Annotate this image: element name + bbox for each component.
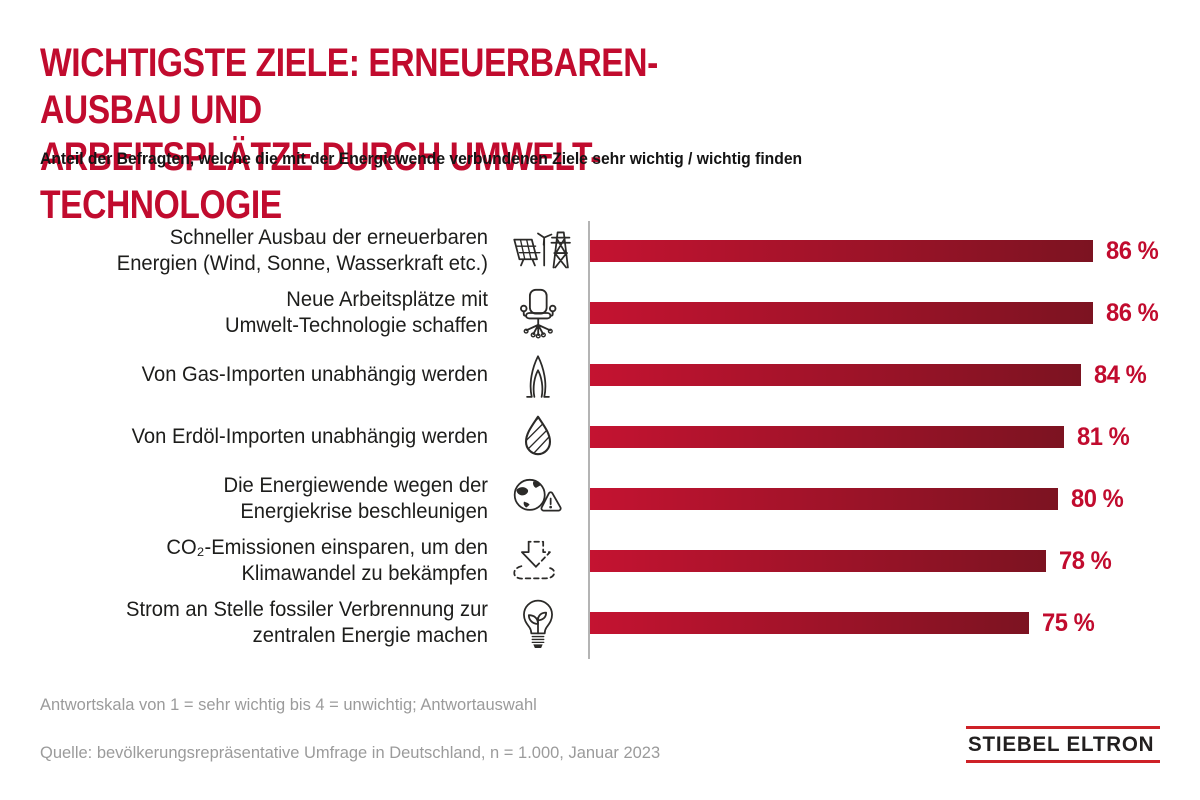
category-label: Neue Arbeitsplätze mit Umwelt-Technologi… <box>225 287 488 337</box>
solar-wind-tower-icon <box>488 224 588 278</box>
category-label: Schneller Ausbau der erneuerbaren Energi… <box>116 225 488 275</box>
chart-row: Schneller Ausbau der erneuerbaren Energi… <box>40 220 1180 282</box>
co2-reduction-icon <box>488 537 588 585</box>
source-note: Quelle: bevölkerungsrepräsentative Umfra… <box>40 743 661 762</box>
value-label: 84 % <box>1094 360 1147 389</box>
value-label: 80 % <box>1071 484 1124 513</box>
category-label: Die Energiewende wegen der Energiekrise … <box>223 473 488 523</box>
bar <box>590 240 1094 262</box>
chart-row: Strom an Stelle fossiler Verbrennung zur… <box>40 592 1180 654</box>
answer-scale-note: Antwortskala von 1 = sehr wichtig bis 4 … <box>40 695 537 714</box>
chart-row: Von Erdöl-Importen unabhängig werden 81 … <box>40 406 1180 468</box>
category-label: Von Erdöl-Importen unabhängig werden <box>131 424 488 448</box>
value-label: 86 % <box>1106 298 1159 327</box>
page-title: WICHTIGSTE ZIELE: ERNEUERBAREN-AUSBAU UN… <box>40 41 658 227</box>
chart-row: Neue Arbeitsplätze mit Umwelt-Technologi… <box>40 282 1180 344</box>
bar <box>590 364 1082 386</box>
chart-baseline-axis <box>588 221 590 659</box>
bar <box>590 488 1058 510</box>
logo-text: STIEBEL ELTRON <box>967 733 1155 756</box>
value-label: 75 % <box>1041 608 1095 637</box>
bar <box>590 302 1094 324</box>
bar <box>590 612 1029 634</box>
chart-row: CO₂-Emissionen einsparen, um den Klimawa… <box>40 530 1180 592</box>
value-label: 81 % <box>1076 422 1130 451</box>
bar <box>590 426 1064 448</box>
office-chair-icon <box>488 286 588 340</box>
value-label: 86 % <box>1106 236 1159 265</box>
category-label: Von Gas-Importen unabhängig werden <box>141 362 489 386</box>
stiebel-eltron-logo: STIEBEL ELTRON <box>965 726 1160 763</box>
lightbulb-leaf-icon <box>488 595 588 651</box>
page-subtitle: Anteil der Befragten, welche die mit der… <box>40 150 803 168</box>
chart-row: Die Energiewende wegen der Energiekrise … <box>40 468 1180 530</box>
category-label: Strom an Stelle fossiler Verbrennung zur… <box>126 597 488 647</box>
globe-warning-icon <box>488 474 588 524</box>
value-label: 78 % <box>1059 546 1112 575</box>
gas-flame-icon <box>488 348 588 402</box>
category-label: CO₂-Emissionen einsparen, um den Klimawa… <box>166 535 488 585</box>
oil-drop-icon <box>488 411 588 463</box>
chart-row: Von Gas-Importen unabhängig werden 84 % <box>40 344 1180 406</box>
bar <box>590 550 1047 572</box>
